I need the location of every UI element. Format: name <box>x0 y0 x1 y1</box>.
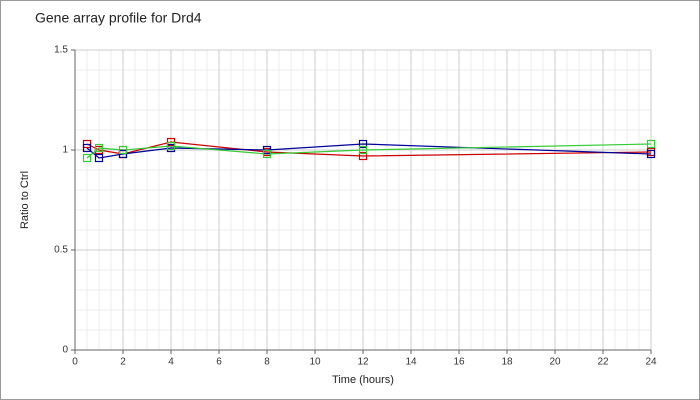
marker <box>82 143 92 153</box>
x-tick-label: 8 <box>264 357 270 368</box>
x-tick-label: 2 <box>120 357 126 368</box>
x-tick-label: 0 <box>72 357 78 368</box>
marker <box>82 153 92 163</box>
x-tick-label: 24 <box>645 357 657 368</box>
y-tick-label: 1 <box>62 145 68 156</box>
x-tick-label: 10 <box>309 357 321 368</box>
y-tick-label: 0.5 <box>54 245 68 256</box>
marker <box>646 139 656 149</box>
x-tick-label: 22 <box>597 357 609 368</box>
marker <box>166 141 176 151</box>
x-axis-title: Time (hours) <box>332 374 394 386</box>
x-tick-label: 4 <box>168 357 174 368</box>
x-tick-label: 6 <box>216 357 222 368</box>
x-tick-label: 12 <box>357 357 369 368</box>
marker <box>358 139 368 149</box>
series-line <box>86 143 652 159</box>
marker <box>358 151 368 161</box>
x-tick-label: 14 <box>405 357 417 368</box>
x-tick-label: 20 <box>549 357 561 368</box>
y-tick-label: 1.5 <box>54 45 68 56</box>
marker <box>358 145 368 155</box>
marker <box>94 153 104 163</box>
marker <box>118 145 128 155</box>
y-axis-title: Ratio to Ctrl <box>19 171 31 229</box>
marker <box>262 149 272 159</box>
y-tick-label: 0 <box>62 345 68 356</box>
chart-title: Gene array profile for Drd4 <box>35 10 202 26</box>
x-tick-label: 18 <box>501 357 513 368</box>
marker <box>94 143 104 153</box>
marker <box>646 149 656 159</box>
x-tick-label: 16 <box>453 357 465 368</box>
